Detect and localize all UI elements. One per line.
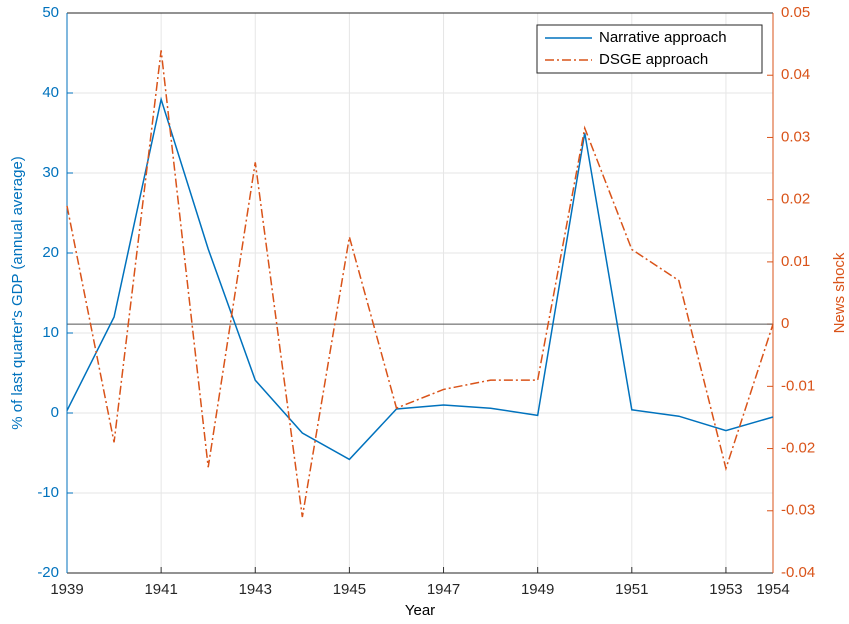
- y2-tick-label: 0.05: [781, 4, 810, 21]
- y2-tick-label: -0.01: [781, 377, 815, 394]
- y2-tick-label: 0.01: [781, 253, 810, 270]
- x-axis-label: Year: [405, 602, 435, 619]
- x-tick-label: 1943: [239, 581, 272, 598]
- y2-axis-label: News shock: [831, 252, 848, 333]
- x-tick-label: 1951: [615, 581, 648, 598]
- y-tick-label: 50: [42, 4, 59, 21]
- legend-label: DSGE approach: [599, 51, 708, 68]
- y-tick-label: 20: [42, 244, 59, 261]
- x-tick-label: 1947: [427, 581, 460, 598]
- x-tick-label: 1939: [50, 581, 83, 598]
- y2-tick-label: 0.02: [781, 191, 810, 208]
- y2-tick-label: -0.04: [781, 564, 815, 581]
- series-line: [66, 50, 774, 518]
- x-tick-label: 1941: [144, 581, 177, 598]
- y2-tick-label: 0.04: [781, 66, 810, 83]
- y-tick-label: -20: [37, 564, 59, 581]
- legend-label: Narrative approach: [599, 29, 727, 46]
- series-line: [66, 96, 774, 461]
- y2-tick-label: 0: [781, 315, 789, 332]
- y-tick-label: 10: [42, 324, 59, 341]
- x-tick-label: 1945: [333, 581, 366, 598]
- y2-tick-label: 0.03: [781, 128, 810, 145]
- y-tick-label: -10: [37, 484, 59, 501]
- y-tick-label: 30: [42, 164, 59, 181]
- x-tick-label: 1954: [756, 581, 789, 598]
- y2-tick-label: -0.03: [781, 502, 815, 519]
- x-tick-label: 1953: [709, 581, 742, 598]
- y-tick-label: 0: [51, 404, 59, 421]
- y-tick-label: 40: [42, 84, 59, 101]
- y2-tick-label: -0.02: [781, 440, 815, 457]
- x-tick-label: 1949: [521, 581, 554, 598]
- y-axis-label: % of last quarter's GDP (annual average): [9, 156, 26, 430]
- legend-box: [536, 24, 763, 74]
